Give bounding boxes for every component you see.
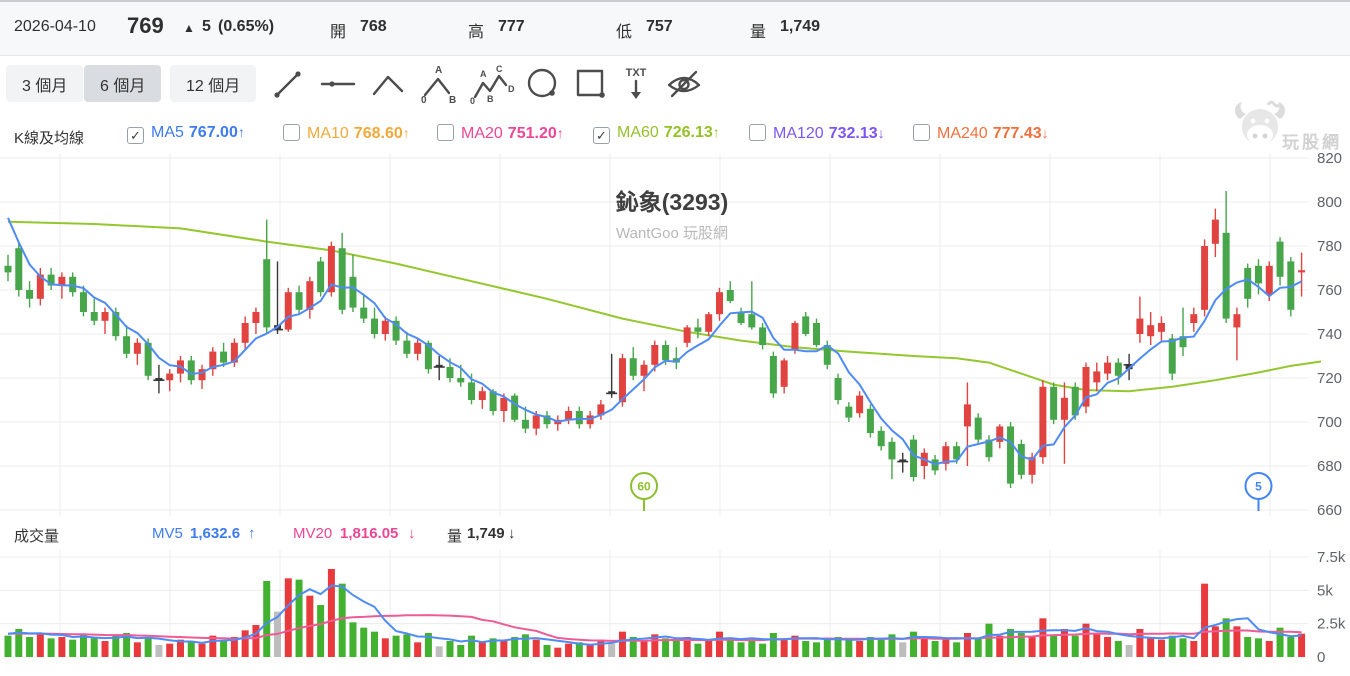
svg-text:740: 740	[1317, 326, 1342, 343]
text-tool-icon[interactable]: TXT	[614, 64, 658, 106]
ma60-checkbox[interactable]: ✓	[593, 127, 610, 144]
svg-text:780: 780	[1317, 238, 1342, 255]
up-arrow-icon: ↑	[237, 124, 245, 140]
volume-legend: 成交量 MV5 1,632.6 ↑ MV20 1,816.05 ↓ 量 1,74…	[0, 521, 1350, 547]
svg-text:A: A	[480, 69, 487, 79]
ma20-toggle[interactable]: MA20 751.20↑	[437, 124, 564, 148]
ma20-checkbox[interactable]	[437, 124, 454, 141]
volume-pane-title: 成交量	[14, 528, 60, 545]
chart-subtitle: WantGoo 玩股網	[616, 225, 728, 242]
ma-line-marker: 60	[637, 480, 651, 494]
svg-text:C: C	[496, 64, 503, 74]
svg-text:5k: 5k	[1317, 582, 1333, 599]
svg-text:820: 820	[1317, 150, 1342, 167]
ma-legend: K線及均線 ✓ MA5 767.00↑ MA10 768.60↑ MA20 751.20…	[0, 120, 1350, 152]
mv5-label: MV5	[152, 525, 183, 542]
period-3m-button[interactable]: 3 個月	[6, 65, 84, 102]
horizontal-line-icon[interactable]	[316, 64, 360, 106]
ma60-toggle[interactable]: ✓ MA60 726.13↑	[593, 124, 720, 148]
ma-legend-title: K線及均線	[14, 130, 85, 147]
svg-text:D: D	[508, 84, 515, 94]
open-label: 開	[330, 24, 347, 41]
circle-tool-icon[interactable]	[520, 64, 564, 106]
down-arrow-icon: ↓	[877, 125, 885, 141]
wantgoo-watermark: 玩股網	[1232, 98, 1342, 154]
open-value: 768	[360, 18, 387, 35]
svg-text:800: 800	[1317, 194, 1342, 211]
up-arrow-icon: ↑	[712, 124, 720, 140]
ma120-toggle[interactable]: MA120 732.13↓	[749, 124, 885, 148]
mv20-label: MV20	[293, 525, 333, 542]
quote-header: 2026-04-10 769 ▲ 5 (0.65%) 開 768 高 777 低…	[0, 0, 1350, 56]
svg-text:0: 0	[1317, 649, 1325, 666]
up-arrow-icon: ↑	[402, 125, 410, 141]
ma240-checkbox[interactable]	[913, 124, 930, 141]
mv20-value: 1,816.05	[340, 525, 399, 542]
volume-chart[interactable]: 7.5k 5k 2.5k 0	[0, 548, 1350, 674]
svg-text:TXT: TXT	[626, 67, 647, 79]
down-arrow-icon: ↓	[1041, 125, 1049, 141]
wantgoo-logo-icon	[1234, 100, 1286, 145]
last-price: 769	[127, 13, 164, 38]
svg-text:B: B	[487, 94, 494, 104]
down-arrow-icon: ↓	[508, 525, 516, 542]
mv5-value: 1,632.6	[190, 525, 241, 542]
chart-toolbar: 3 個月 6 個月 12 個月 0 A B 0 A B C D	[0, 60, 1350, 110]
change-value: 5	[202, 18, 211, 35]
svg-text:760: 760	[1317, 282, 1342, 299]
down-arrow-icon: ↓	[408, 525, 416, 542]
chart-title: 鈊象(3293)	[615, 189, 729, 215]
svg-text:B: B	[449, 95, 456, 106]
low-label: 低	[616, 24, 633, 41]
hide-drawings-icon[interactable]	[662, 64, 706, 106]
change-percent: (0.65%)	[218, 18, 275, 35]
ma120-checkbox[interactable]	[749, 124, 766, 141]
svg-text:A: A	[435, 65, 442, 76]
quote-date: 2026-04-10	[14, 18, 96, 35]
up-triangle-icon: ▲	[183, 21, 195, 35]
svg-text:680: 680	[1317, 458, 1342, 475]
wave-0abcd-icon[interactable]: 0 A B C D	[468, 64, 515, 106]
volume-value: 1,749	[780, 18, 821, 35]
ma10-checkbox[interactable]	[283, 124, 300, 141]
svg-text:660: 660	[1317, 502, 1342, 519]
volume-label: 量	[750, 24, 767, 41]
low-value: 757	[646, 18, 673, 35]
angle-line-icon[interactable]	[366, 64, 410, 106]
period-12m-button[interactable]: 12 個月	[170, 65, 257, 102]
up-arrow-icon: ↑	[556, 125, 564, 141]
wave-0ab-icon[interactable]: 0 A B	[416, 64, 460, 106]
svg-text:0: 0	[421, 95, 427, 106]
vol-qty-value: 1,749	[467, 525, 505, 542]
svg-text:720: 720	[1317, 370, 1342, 387]
period-6m-button[interactable]: 6 個月	[84, 65, 162, 102]
high-label: 高	[468, 24, 485, 41]
chart-title-block: 鈊象(3293) WantGoo 玩股網	[472, 183, 872, 243]
rectangle-tool-icon[interactable]	[568, 64, 612, 106]
svg-text:7.5k: 7.5k	[1317, 549, 1346, 566]
svg-text:0: 0	[470, 96, 475, 106]
ma-line-marker: 5	[1255, 480, 1262, 494]
ma240-toggle[interactable]: MA240 777.43↓	[913, 124, 1049, 148]
watermark-brand: 玩股網	[1282, 133, 1342, 152]
trend-line-icon[interactable]	[266, 64, 310, 106]
price-chart[interactable]: 820 800 780 760 740 720 700 680 660 60 5	[0, 150, 1350, 522]
ma5-toggle[interactable]: ✓ MA5 767.00↑	[127, 124, 245, 148]
vol-qty-label: 量	[447, 528, 463, 545]
svg-text:700: 700	[1317, 414, 1342, 431]
ma5-checkbox[interactable]: ✓	[127, 127, 144, 144]
ma10-toggle[interactable]: MA10 768.60↑	[283, 124, 410, 148]
up-arrow-icon: ↑	[248, 525, 256, 542]
svg-text:2.5k: 2.5k	[1317, 616, 1346, 633]
high-value: 777	[498, 18, 525, 35]
